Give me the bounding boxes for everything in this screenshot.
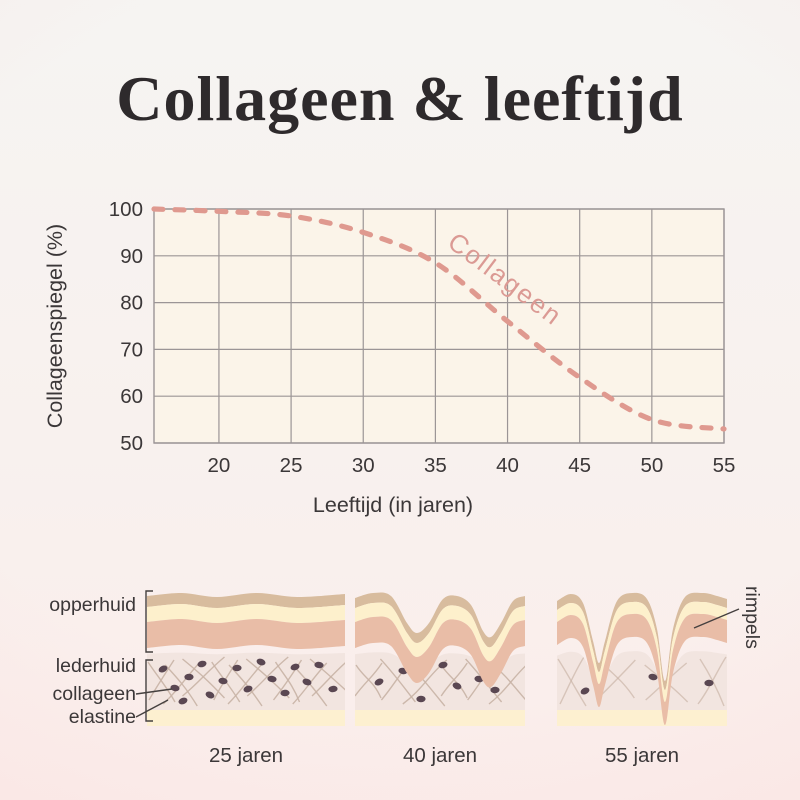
epidermis-top-layer xyxy=(557,592,727,690)
elastin-dot xyxy=(490,686,500,694)
elastin-dot xyxy=(452,682,462,690)
y-tick-label: 50 xyxy=(120,432,143,455)
elastin-dot xyxy=(170,684,180,692)
label-elastine: elastine xyxy=(68,706,136,728)
elastin-dot xyxy=(416,695,426,703)
subcutis-layer xyxy=(557,709,727,726)
elastin-dot xyxy=(290,663,300,671)
subcutis-layer xyxy=(147,709,345,726)
collagen-fiber xyxy=(311,656,345,697)
collagen-fiber xyxy=(697,656,727,705)
x-tick-label: 45 xyxy=(568,454,591,477)
collagen-fiber xyxy=(559,656,585,705)
collagen-fiber xyxy=(272,659,303,701)
y-tick-label: 70 xyxy=(120,338,143,361)
collagen-fiber xyxy=(599,659,636,697)
elastin-dot xyxy=(218,677,228,685)
x-tick-label: 20 xyxy=(208,454,231,477)
collagen-fiber xyxy=(227,662,264,705)
epidermis-cream-layer xyxy=(147,603,345,624)
epidermis-top-layer xyxy=(355,592,525,648)
elastin-dot xyxy=(256,658,266,666)
collagen-fiber xyxy=(182,656,225,697)
label-lederhuid: lederhuid xyxy=(55,655,136,677)
elastin-dot xyxy=(197,660,207,668)
y-tick-label: 80 xyxy=(120,292,143,315)
y-tick-label: 100 xyxy=(109,198,143,221)
skin-panel-55-jaren xyxy=(557,592,727,726)
plot-border xyxy=(153,208,725,444)
elastin-dot xyxy=(243,685,253,693)
elastin-dot xyxy=(184,673,194,681)
label-opperhuid: opperhuid xyxy=(49,594,136,616)
elastin-dot xyxy=(648,673,658,681)
skin-panel-25-jaren xyxy=(147,592,345,726)
x-tick-label: 30 xyxy=(352,454,375,477)
elastin-dot xyxy=(302,678,312,686)
elastin-dot xyxy=(374,678,384,686)
dermis-layer xyxy=(147,652,345,710)
elastin-dot xyxy=(267,675,277,683)
page-title: Collageen & leeftijd xyxy=(116,63,684,134)
elastin-dot xyxy=(704,679,714,687)
elastin-dot xyxy=(314,661,324,669)
skin-panel-40-jaren xyxy=(355,592,525,726)
epidermis-cream-layer xyxy=(355,602,525,662)
collagen-fiber xyxy=(440,662,468,697)
elastin-dot xyxy=(158,665,168,673)
x-tick-label: 40 xyxy=(496,454,519,477)
elastin-dot xyxy=(205,691,215,699)
caption-40-jaren: 40 jaren xyxy=(402,744,478,767)
caption-55-jaren: 55 jaren xyxy=(604,744,680,767)
plot-area xyxy=(154,209,724,443)
dermis-contents xyxy=(147,656,345,707)
collagen-fiber xyxy=(488,659,525,705)
epidermis-salmon-layer xyxy=(355,616,525,688)
collagen-fiber xyxy=(355,662,383,697)
elastin-dot xyxy=(178,697,188,705)
label-collageen: collageen xyxy=(52,683,136,705)
epidermis-top-layer xyxy=(147,592,345,609)
elastin-dot xyxy=(328,685,338,693)
caption-25-jaren: 25 jaren xyxy=(208,744,284,767)
y-tick-label: 90 xyxy=(120,245,143,268)
elastin-dot xyxy=(280,689,290,697)
y-tick-label: 60 xyxy=(120,385,143,408)
epidermis-salmon-layer xyxy=(147,618,345,650)
dermis-contents xyxy=(355,656,525,707)
elastin-dot xyxy=(232,664,242,672)
x-axis-title: Leeftijd (in jaren) xyxy=(313,493,473,517)
x-tick-label: 35 xyxy=(424,454,447,477)
label-rimpels: rimpels xyxy=(741,586,763,649)
subcutis-layer xyxy=(355,709,525,726)
elastin-dot xyxy=(580,687,590,695)
x-tick-label: 50 xyxy=(640,454,663,477)
collagen-curve xyxy=(151,206,727,432)
x-tick-label: 55 xyxy=(713,454,736,477)
collagen-fiber xyxy=(246,656,289,697)
collagen-age-chart: 50 60 70 80 90 100 20 25 30 35 40 45 50 55 Collageensp… xyxy=(43,198,736,517)
elastin-dot xyxy=(438,661,448,669)
epidermis-cream-layer xyxy=(557,601,727,702)
epidermis-salmon-layer xyxy=(557,613,727,725)
x-tick-label: 25 xyxy=(280,454,303,477)
y-axis-title: Collageenspiegel (%) xyxy=(43,224,67,428)
